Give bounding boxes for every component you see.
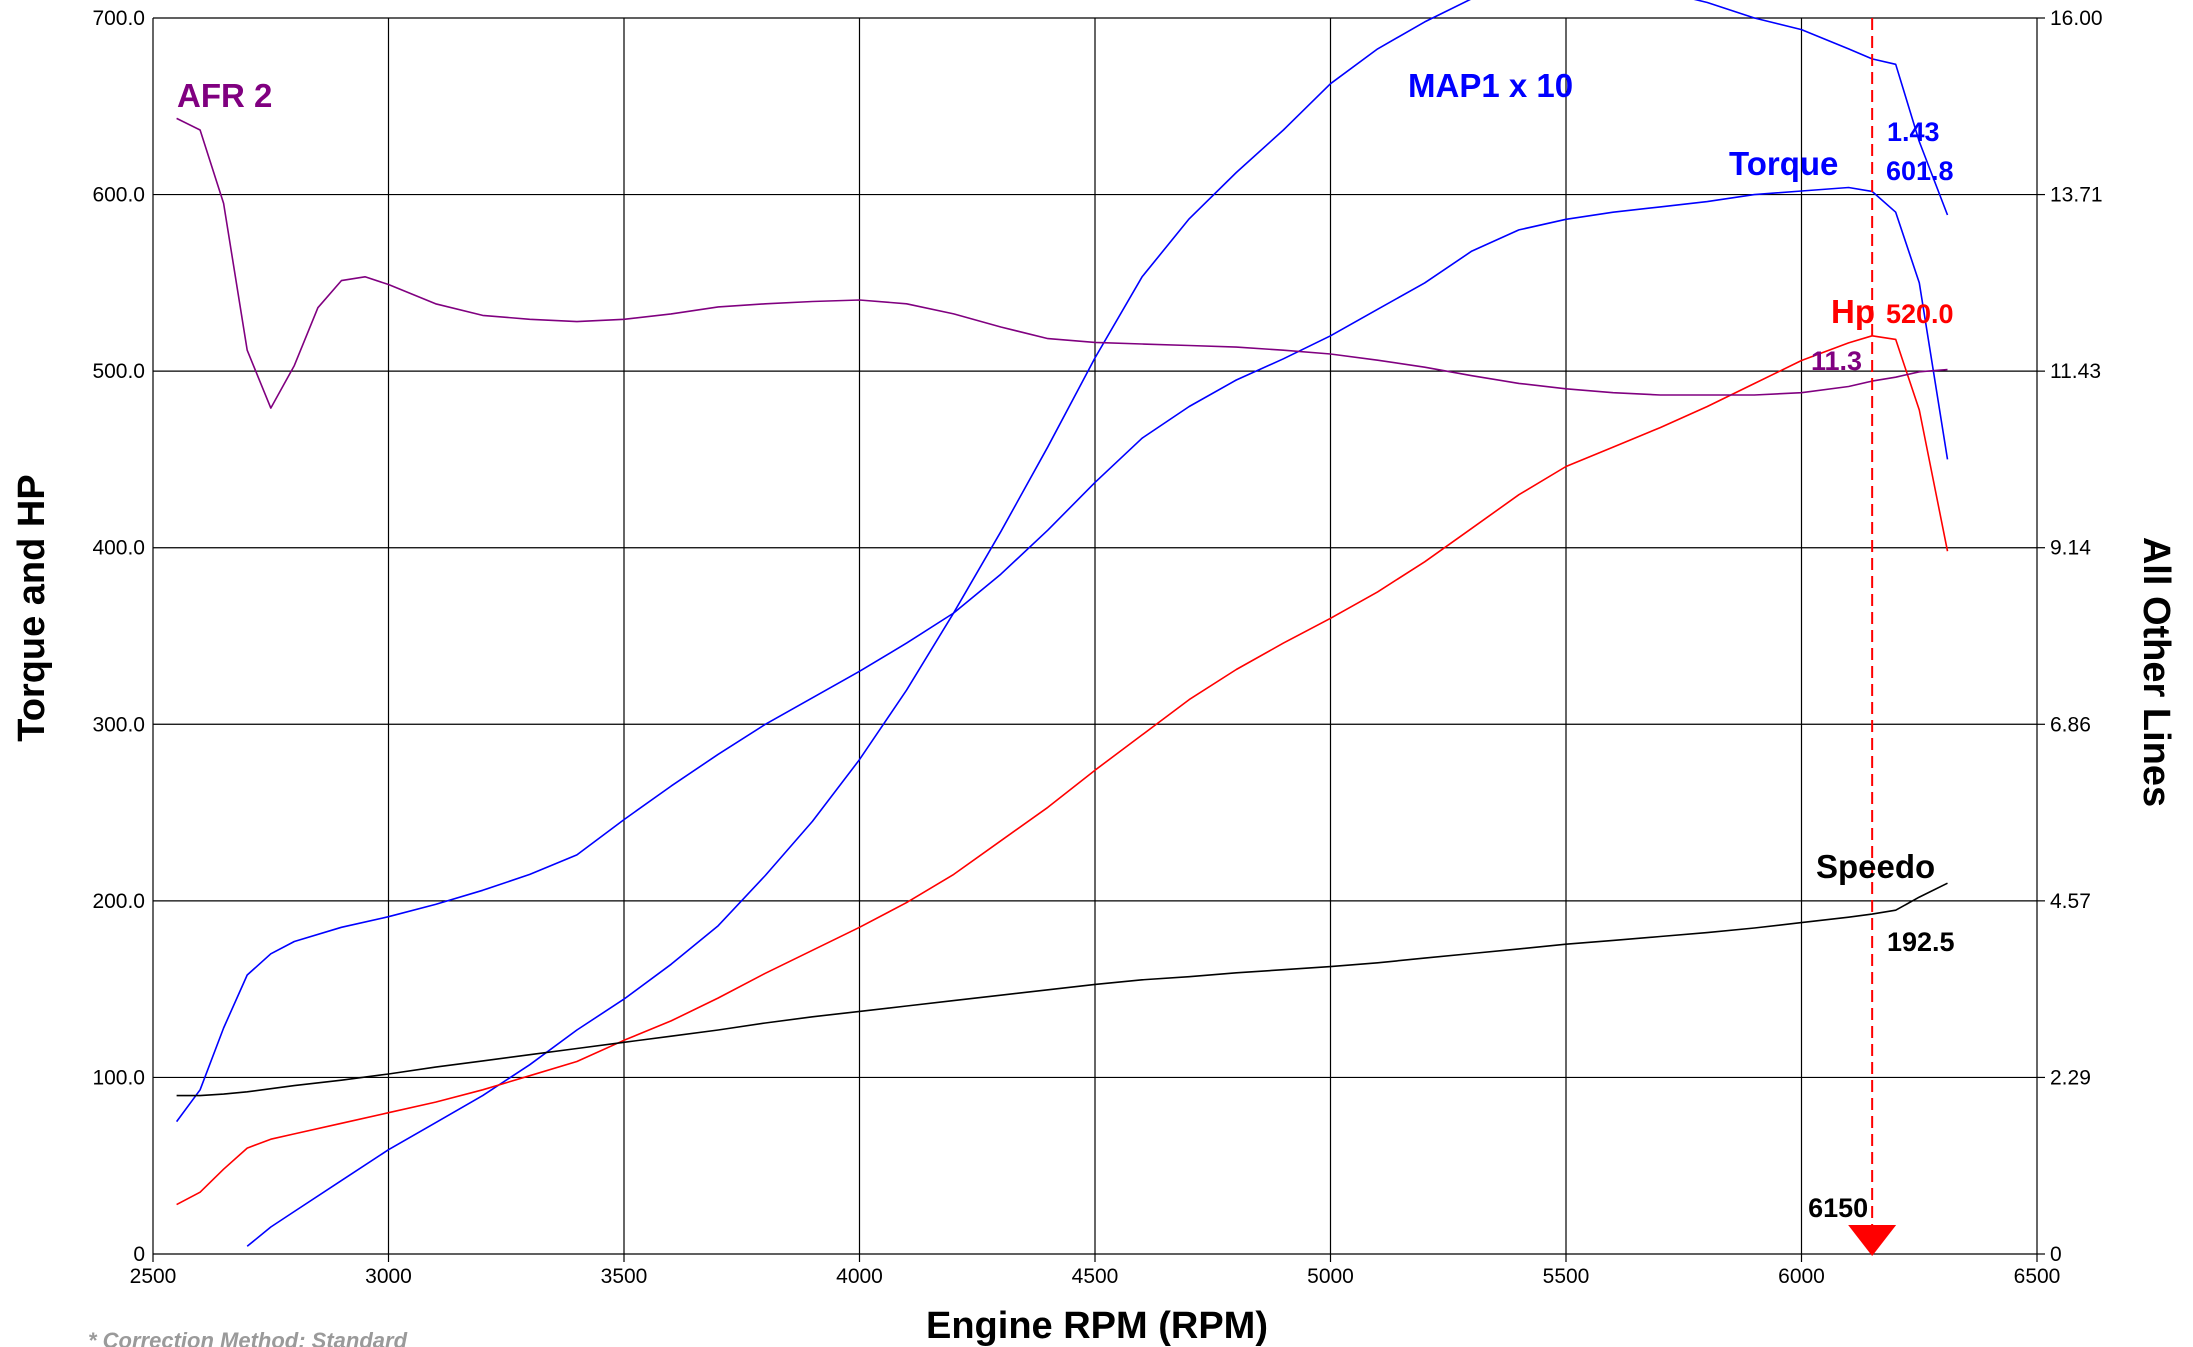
x-tick-label: 3500 (601, 1265, 648, 1288)
series-line-afr-2 (176, 117, 1948, 409)
cursor-value-afr-2: 11.3 (1811, 346, 1862, 376)
y-tick-label: 100.0 (92, 1066, 145, 1089)
x-tick-label: 5000 (1307, 1265, 1354, 1288)
y2-tick-label: 16.00 (2050, 7, 2103, 30)
series-name-afr-2: AFR 2 (177, 77, 272, 114)
cursor-value-map1-x-10: 1.43 (1887, 117, 1940, 147)
series-labels: AFR 2 MAP1 x 10 Torque Hp Speedo 1.43 601.8 520… (177, 67, 1955, 957)
x-tick-label: 6500 (2014, 1265, 2061, 1288)
y2-tick-label: 4.57 (2050, 890, 2091, 913)
x-tick-label: 4500 (1072, 1265, 1119, 1288)
y2-tick-label: 0 (2050, 1243, 2062, 1266)
y-tick-label: 500.0 (92, 360, 145, 383)
y2-tick-label: 13.71 (2050, 184, 2103, 207)
x-tick-label: 6000 (1778, 1265, 1825, 1288)
x-tick-label: 5500 (1543, 1265, 1590, 1288)
x-tick-label: 3000 (365, 1265, 412, 1288)
series-name-torque: Torque (1729, 145, 1838, 182)
cursor-value-speedo: 192.5 (1887, 927, 1955, 957)
y-tick-label: 600.0 (92, 184, 145, 207)
x-axis-title: Engine RPM (RPM) (926, 1305, 1268, 1347)
series-name-speedo: Speedo (1816, 848, 1935, 885)
cursor-value-hp: 520.0 (1886, 299, 1954, 329)
grid-lines (152, 17, 2038, 1255)
rpm-cursor[interactable]: 6150 (1808, 18, 1897, 1256)
y2-tick-label: 9.14 (2050, 537, 2091, 560)
y2-tick-label: 6.86 (2050, 713, 2091, 736)
cursor-marker[interactable] (1848, 1225, 1897, 1256)
y-tick-label: 300.0 (92, 713, 145, 736)
series-line-speedo (176, 882, 1948, 1097)
y2-axis-ticks: 0 2.29 4.57 6.86 9.14 11.43 13.71 16.00 (2037, 7, 2103, 1266)
y-tick-label: 200.0 (92, 890, 145, 913)
y-axis-ticks: 0 100.0 200.0 300.0 400.0 500.0 600.0 700.0 (92, 7, 145, 1266)
y-tick-label: 400.0 (92, 537, 145, 560)
correction-method-note: * Correction Method: Standard (88, 1328, 408, 1347)
y2-tick-label: 2.29 (2050, 1066, 2091, 1089)
cursor-value-torque: 601.8 (1886, 156, 1954, 186)
y-tick-label: 0 (133, 1243, 145, 1266)
y2-tick-label: 11.43 (2050, 360, 2101, 383)
y2-axis-title: All Other Lines (2135, 537, 2177, 807)
series-line-hp (176, 334, 1949, 1206)
x-tick-label: 2500 (130, 1265, 177, 1288)
series-line-map1-x-10 (246, 0, 1949, 1247)
x-tick-label: 4000 (836, 1265, 883, 1288)
series-name-hp: Hp (1831, 293, 1875, 330)
series-lines (175, 0, 1949, 1247)
cursor-rpm-label: 6150 (1808, 1193, 1868, 1223)
series-name-map1-x-10: MAP1 x 10 (1408, 67, 1573, 104)
x-axis-ticks: 2500 3000 3500 4000 4500 5000 5500 6000 6500 (130, 1254, 2061, 1288)
y-tick-label: 700.0 (92, 7, 145, 30)
y-axis-title: Torque and HP (11, 474, 53, 741)
series-line-torque (175, 186, 1949, 1123)
